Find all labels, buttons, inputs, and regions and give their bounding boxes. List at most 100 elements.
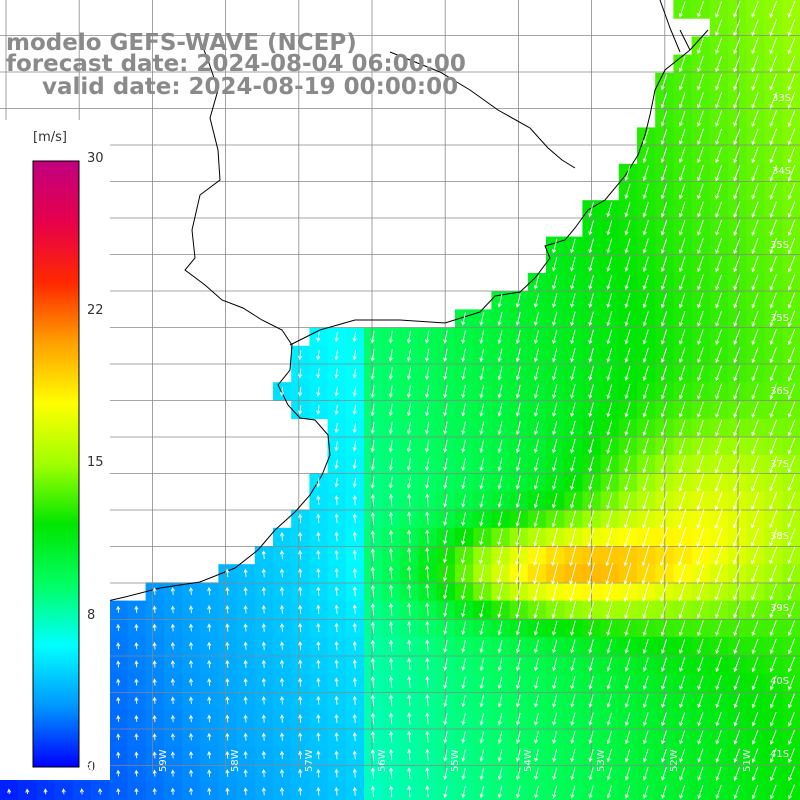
wind-arrow [552, 730, 558, 745]
wind-arrow [225, 750, 230, 759]
wind-arrow [642, 601, 650, 619]
wind-arrow [352, 495, 357, 506]
wind-arrow [352, 659, 357, 669]
wind-arrow [733, 37, 741, 55]
wind-arrow [642, 128, 649, 145]
wind-arrow [389, 785, 394, 798]
wind-arrow [388, 584, 394, 598]
wind-arrow [678, 509, 687, 529]
wind-arrow [407, 694, 412, 707]
wind-arrow [715, 712, 722, 727]
wind-arrow [134, 751, 139, 759]
wind-arrow [661, 730, 667, 745]
wind-arrow [352, 768, 357, 778]
wind-arrow [298, 695, 303, 705]
wind-arrow [316, 604, 321, 614]
wind-arrow [733, 73, 741, 91]
wind-arrow [515, 639, 521, 654]
wind-arrow [298, 586, 303, 596]
wind-arrow [479, 767, 484, 781]
wind-arrow [407, 657, 412, 670]
wind-arrow [188, 732, 194, 741]
wind-arrow [389, 694, 394, 707]
wind-arrow [261, 604, 266, 614]
wind-arrow [642, 509, 650, 529]
wind-arrow [733, 274, 741, 291]
wind-arrow [552, 238, 558, 254]
wind-arrow [696, 455, 705, 474]
wind-arrow [334, 477, 339, 488]
wind-arrow [787, 601, 796, 619]
wind-arrow [533, 348, 540, 363]
wind-arrow [769, 766, 777, 782]
wind-arrow [733, 256, 741, 273]
wind-arrow [769, 183, 777, 200]
wind-arrow [733, 620, 741, 637]
wind-arrow [497, 384, 503, 399]
wind-arrow [588, 438, 594, 454]
wind-arrow [660, 437, 668, 455]
wind-arrow [733, 601, 741, 619]
wind-arrow [370, 511, 375, 525]
wind-arrow [279, 550, 285, 560]
wind-arrow [715, 92, 723, 109]
wind-arrow [479, 475, 485, 490]
wind-arrow [443, 366, 448, 381]
wind-arrow [641, 544, 650, 567]
wind-arrow [370, 712, 375, 725]
lat-label: 34S [772, 166, 792, 177]
wind-arrow [570, 293, 576, 309]
wind-arrow [207, 586, 212, 596]
wind-arrow [279, 568, 285, 578]
wind-arrow [733, 365, 741, 382]
wind-arrow [587, 544, 595, 567]
wind-arrow [533, 475, 540, 490]
wind-arrow [660, 527, 668, 548]
wind-arrow [261, 550, 266, 560]
wind-arrow [606, 601, 613, 619]
wind-arrow [443, 749, 448, 762]
wind-arrow [461, 439, 466, 453]
wind-arrow [715, 310, 722, 327]
wind-arrow [461, 694, 466, 708]
wind-arrow [606, 456, 613, 473]
wind-arrow [170, 678, 175, 686]
wind-arrow [478, 564, 485, 583]
wind-arrow [788, 729, 795, 745]
wind-arrow [225, 623, 230, 632]
wind-arrow [715, 165, 723, 182]
wind-arrow [733, 329, 741, 345]
wind-arrow [533, 311, 540, 327]
wind-arrow [243, 641, 248, 650]
wind-arrow [588, 620, 594, 637]
wind-arrow [497, 546, 504, 565]
wind-arrow [207, 787, 212, 796]
wind-arrow [715, 748, 722, 763]
wind-arrow [170, 660, 175, 668]
wind-arrow [678, 238, 686, 254]
wind-arrow [678, 545, 687, 566]
wind-arrow [425, 748, 430, 761]
lon-label: 59W [158, 749, 169, 772]
wind-arrow [152, 787, 157, 795]
wind-arrow [334, 495, 339, 505]
wind-arrow [515, 712, 521, 726]
wind-arrow [642, 455, 650, 474]
wind-arrow [624, 474, 631, 492]
wind-arrow [787, 419, 796, 437]
wind-arrow [733, 310, 741, 327]
wind-arrow [678, 582, 686, 602]
wind-arrow [279, 641, 285, 651]
wind-arrow [751, 564, 759, 583]
wind-arrow [425, 712, 430, 725]
wind-arrow [316, 641, 321, 651]
wind-arrow [751, 73, 759, 91]
wind-arrow [714, 491, 723, 511]
wind-arrow [570, 730, 576, 745]
wind-arrow [697, 165, 704, 182]
wind-arrow [515, 421, 521, 436]
wind-arrow [225, 787, 230, 796]
wind-arrow [388, 458, 393, 471]
wind-arrow [443, 603, 448, 618]
wind-arrow [569, 601, 576, 619]
